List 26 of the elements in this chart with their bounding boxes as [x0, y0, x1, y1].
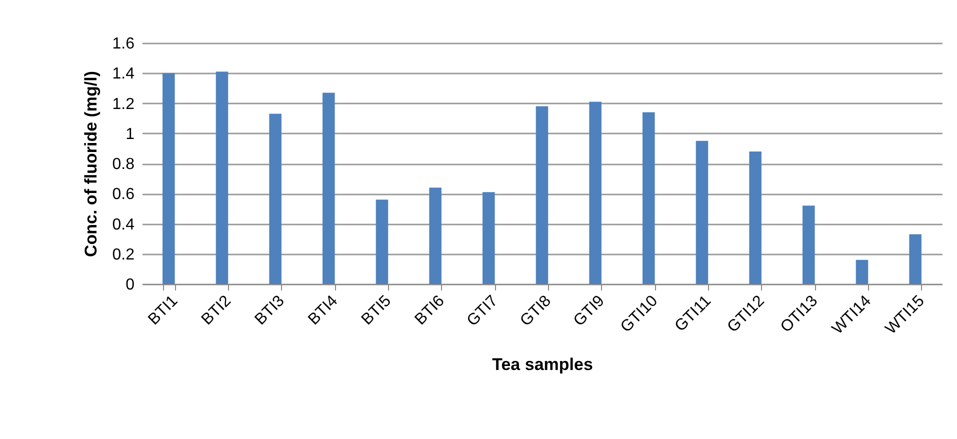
- y-tick-label: 0.2: [112, 246, 135, 264]
- bar: [216, 72, 228, 284]
- bar: [482, 192, 495, 284]
- bar: [162, 73, 175, 284]
- y-tick-label: 1.6: [112, 36, 135, 52]
- bar: [642, 112, 655, 284]
- bar: [909, 234, 922, 284]
- x-axis-title: Tea samples: [492, 355, 593, 374]
- bar: [376, 200, 388, 284]
- bar: [322, 92, 335, 284]
- y-tick-label: 0.6: [112, 186, 135, 204]
- bar: [536, 106, 548, 284]
- bar: [749, 151, 762, 284]
- y-tick-label: 0.4: [112, 216, 135, 234]
- bar: [696, 140, 708, 284]
- bar: [589, 102, 602, 284]
- y-tick-label: 1.4: [112, 66, 135, 83]
- y-tick-label: 1: [126, 126, 135, 143]
- bar: [429, 188, 442, 284]
- y-tick-label: 1.2: [112, 96, 135, 113]
- bar: [269, 114, 282, 284]
- bar: [802, 206, 815, 284]
- y-tick-label: 0.8: [112, 156, 135, 173]
- y-tick-label: 0: [126, 276, 135, 294]
- bar: [856, 260, 868, 284]
- y-axis-title: Conc. of fluoride (mg/l): [81, 70, 100, 258]
